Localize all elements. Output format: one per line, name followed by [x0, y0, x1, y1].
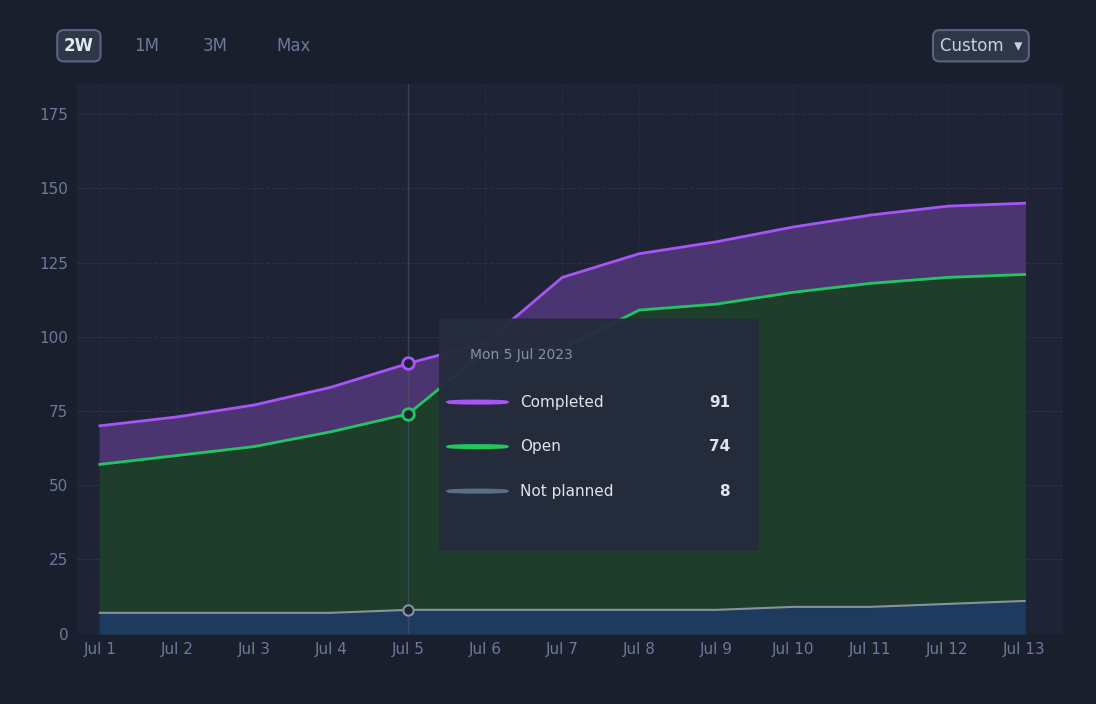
- Text: 91: 91: [709, 394, 730, 410]
- Text: Max: Max: [276, 37, 311, 55]
- Text: Custom  ▾: Custom ▾: [939, 37, 1023, 55]
- Text: Completed: Completed: [520, 394, 604, 410]
- Text: Not planned: Not planned: [520, 484, 614, 498]
- Point: [399, 358, 416, 369]
- Text: 8: 8: [720, 484, 730, 498]
- Text: 1M: 1M: [135, 37, 159, 55]
- Point: [399, 408, 416, 420]
- Point: [399, 604, 416, 615]
- Text: Mon 5 Jul 2023: Mon 5 Jul 2023: [470, 348, 572, 362]
- FancyBboxPatch shape: [438, 318, 758, 551]
- Text: 2W: 2W: [64, 37, 94, 55]
- Text: 3M: 3M: [203, 37, 227, 55]
- Text: 74: 74: [709, 439, 730, 454]
- Text: Open: Open: [520, 439, 561, 454]
